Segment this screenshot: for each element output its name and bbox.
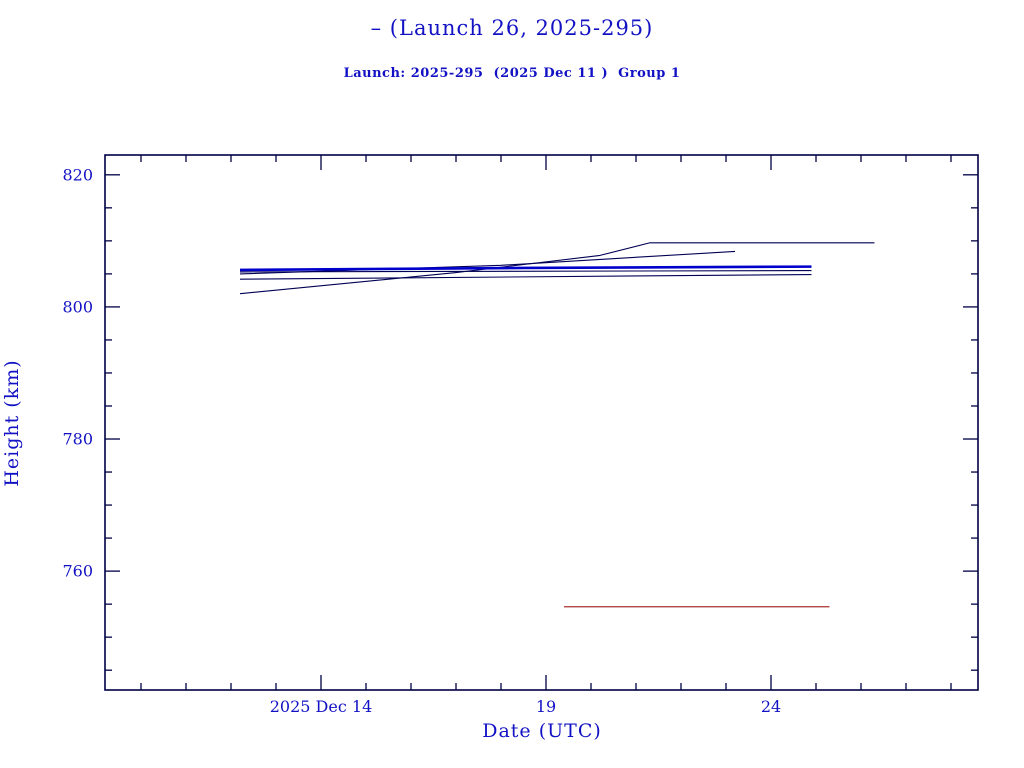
y-tick-label: 820 bbox=[62, 165, 93, 184]
y-tick-label: 780 bbox=[62, 430, 93, 449]
x-tick-label: 2025 Dec 14 bbox=[270, 697, 373, 716]
series-object-1 bbox=[239, 242, 875, 295]
x-tick-label: 24 bbox=[761, 697, 781, 716]
series-object-2 bbox=[239, 250, 736, 275]
series-object-5 bbox=[239, 273, 812, 280]
series-object-4 bbox=[239, 270, 812, 273]
y-tick-label: 800 bbox=[62, 298, 93, 317]
x-tick-label: 19 bbox=[536, 697, 556, 716]
chart-title: – (Launch 26, 2025-295) bbox=[370, 16, 654, 40]
y-tick-label: 760 bbox=[62, 562, 93, 581]
chart-subtitle: Launch: 2025-295 (2025 Dec 11 ) Group 1 bbox=[343, 66, 681, 81]
series-object-3 bbox=[239, 265, 812, 272]
x-axis-label: Date (UTC) bbox=[482, 720, 602, 742]
plot-frame bbox=[104, 154, 979, 691]
